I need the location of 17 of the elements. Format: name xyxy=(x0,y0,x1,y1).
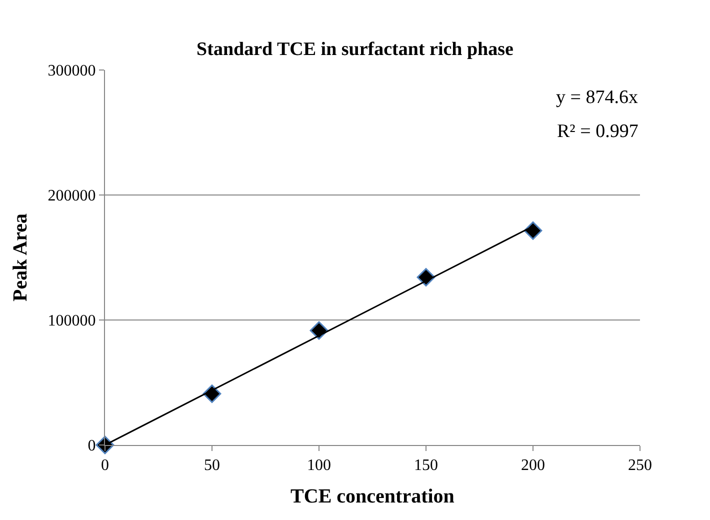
chart-title: Standard TCE in surfactant rich phase xyxy=(196,38,514,60)
y-tick-label: 0 xyxy=(88,438,96,455)
y-tick-label: 200000 xyxy=(48,188,96,205)
annotation: y = 874.6x xyxy=(556,87,638,108)
y-tick-label: 300000 xyxy=(48,62,96,80)
x-axis-title: TCE concentration xyxy=(290,486,454,508)
y-axis-title: Peak Area xyxy=(9,214,32,302)
annotation: R² = 0.997 xyxy=(557,121,638,142)
x-tick-label: 200 xyxy=(521,457,545,474)
x-tick-label: 150 xyxy=(414,457,438,474)
x-tick-label: 50 xyxy=(204,457,220,474)
y-tick-label: 100000 xyxy=(48,312,96,330)
x-tick-label: 250 xyxy=(628,457,652,474)
point xyxy=(310,321,328,340)
point xyxy=(524,221,542,240)
x-tick-label: 0 xyxy=(101,457,109,474)
x-tick-label: 100 xyxy=(307,457,331,474)
